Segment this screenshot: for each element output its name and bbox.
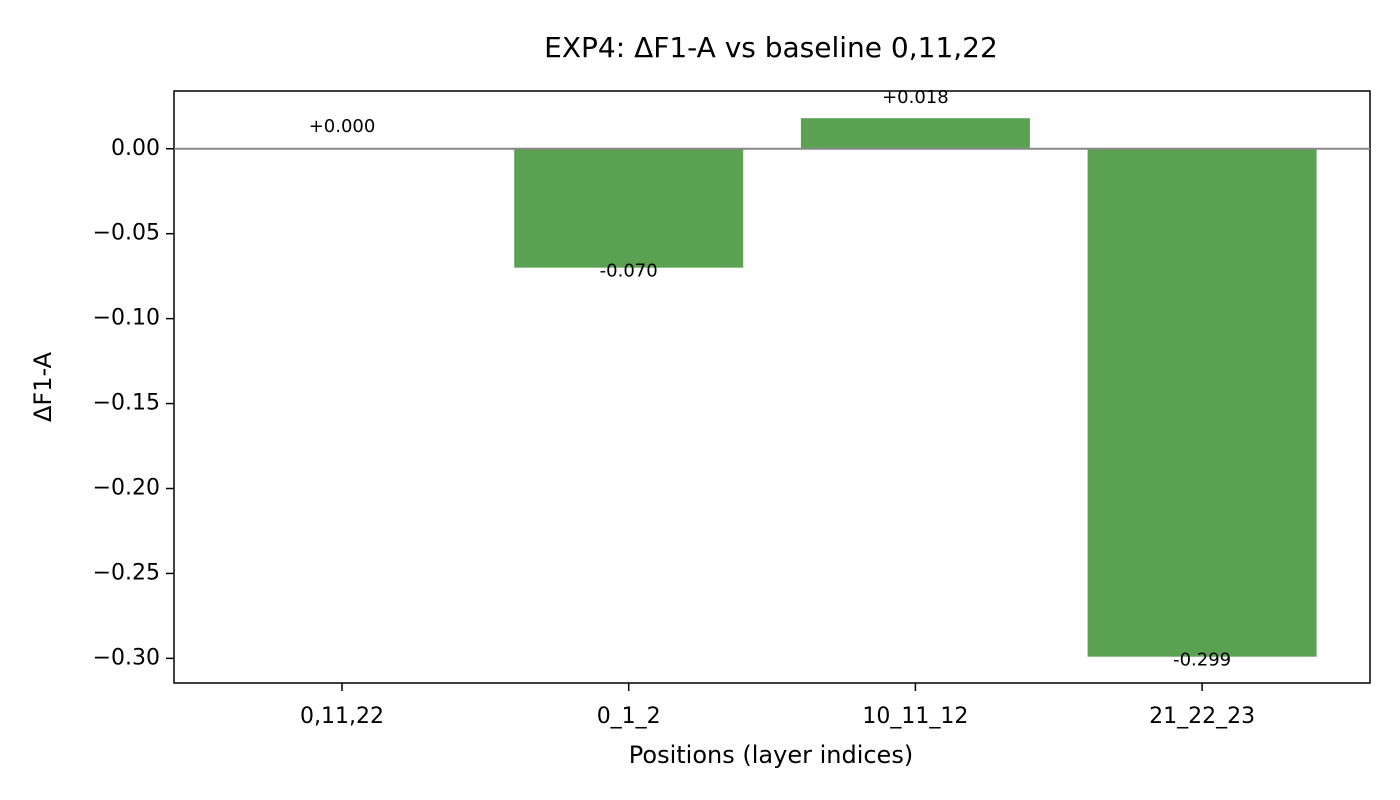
plot-area: +0.000 -0.070 +0.018 -0.299	[173, 87, 1371, 684]
bar-value-label: -0.070	[600, 261, 658, 282]
x-tick-label: 0_1_2	[597, 704, 661, 729]
y-tick-label: −0.10	[93, 306, 160, 331]
bar-2	[800, 118, 1030, 149]
y-tick-label: −0.30	[93, 645, 160, 670]
bar-value-label: +0.018	[882, 87, 949, 108]
y-axis: 0.00 −0.05 −0.10 −0.15 −0.20 −0.25 −0.30	[93, 136, 174, 670]
x-tick-label: 10_11_12	[862, 704, 968, 729]
y-tick-label: −0.25	[93, 560, 160, 585]
bar-3	[1087, 148, 1317, 657]
bar-value-label: +0.000	[309, 116, 376, 137]
y-axis-label: ΔF1-A	[29, 351, 57, 422]
bars-layer	[514, 118, 1317, 657]
x-tick-label: 0,11,22	[300, 704, 384, 729]
data-labels-layer: +0.000 -0.070 +0.018 -0.299	[309, 87, 1231, 670]
y-tick-label: −0.05	[93, 221, 160, 246]
y-tick-label: 0.00	[111, 136, 160, 161]
bar-1	[514, 148, 744, 268]
x-axis: 0,11,22 0_1_2 10_11_12 21_22_23	[300, 683, 1255, 729]
y-tick-label: −0.20	[93, 476, 160, 501]
x-tick-label: 21_22_23	[1149, 704, 1255, 729]
y-tick-label: −0.15	[93, 391, 160, 416]
plot-frame	[173, 90, 1371, 684]
chart-title: EXP4: ΔF1-A vs baseline 0,11,22	[544, 31, 998, 64]
bar-value-label: -0.299	[1173, 650, 1231, 671]
x-axis-label: Positions (layer indices)	[629, 741, 913, 769]
